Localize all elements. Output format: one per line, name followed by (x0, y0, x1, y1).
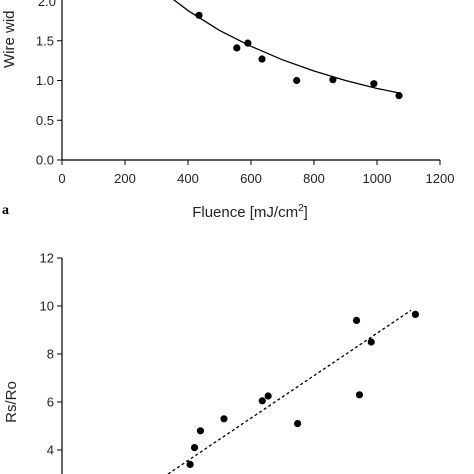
y-tick-label-top: 2.0 (38, 0, 56, 9)
data-point (329, 76, 337, 84)
x-tick-label: 1200 (426, 171, 455, 186)
x-tick-label: 400 (177, 171, 199, 186)
data-points (186, 310, 420, 468)
data-point (264, 392, 272, 400)
data-point (411, 310, 420, 318)
data-point (367, 338, 375, 346)
wire-width-chart: 0 200 400 600 800 1000 1200 0.0 0.5 1.0 1.5 2.0 W… (1, 0, 454, 221)
y-tick-label: 8 (47, 347, 54, 362)
x-tick-label: 1000 (363, 171, 392, 186)
data-point (186, 460, 194, 468)
data-point (395, 92, 403, 100)
data-points (195, 11, 403, 100)
rs-ro-chart: 4 6 8 10 12 Rs/Ro (3, 251, 420, 474)
data-point (370, 80, 378, 88)
y-axis-label: Rs/Ro (3, 381, 20, 423)
data-point (258, 55, 266, 63)
y-tick-label: 4 (47, 443, 54, 458)
y-ticks: 4 6 8 10 12 (40, 251, 62, 458)
panel-label: a (2, 203, 9, 218)
y-tick-label: 10 (40, 299, 54, 314)
x-tick-label: 0 (58, 171, 65, 186)
y-tick-label: 0.5 (36, 113, 54, 128)
x-tick-label: 600 (240, 171, 262, 186)
y-tick-label: 6 (47, 395, 54, 410)
x-axis-label: Fluence [mJ/cm2] (192, 203, 308, 221)
y-tick-label: 12 (40, 251, 54, 266)
data-point (355, 391, 364, 399)
data-point (190, 444, 199, 452)
data-point (352, 316, 361, 324)
y-ticks: 0.0 0.5 1.0 1.5 (36, 33, 62, 168)
y-tick-label: 0.0 (36, 153, 54, 168)
data-point (195, 11, 203, 19)
fit-line (167, 309, 412, 474)
data-point (294, 420, 302, 428)
y-tick-label: 1.5 (36, 33, 54, 48)
data-point (244, 39, 252, 47)
x-tick-label: 200 (114, 171, 136, 186)
data-point (233, 44, 241, 52)
x-tick-label: 800 (303, 171, 325, 186)
data-point (220, 415, 228, 423)
data-point (258, 397, 266, 405)
data-point (293, 76, 301, 85)
y-tick-label: 1.0 (36, 73, 54, 88)
data-point (196, 427, 205, 435)
x-ticks: 0 200 400 600 800 1000 1200 (58, 160, 454, 186)
fit-curve (173, 0, 401, 94)
y-axis-label: Wire wid (1, 10, 18, 68)
